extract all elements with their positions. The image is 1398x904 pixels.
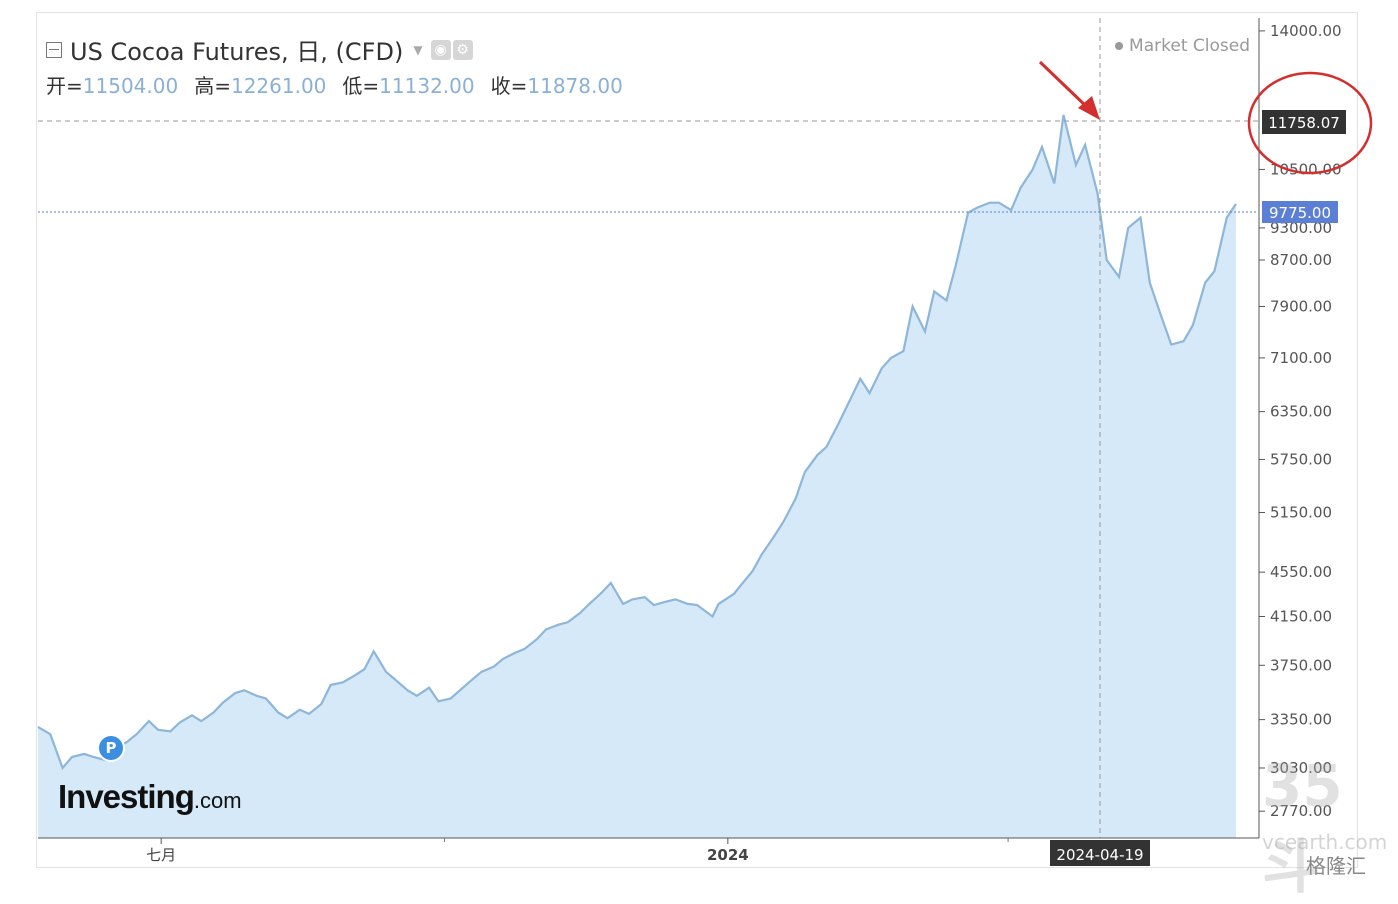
close-value: 11878.00 — [527, 74, 623, 98]
price-line — [37, 114, 1237, 771]
svg-text:2024-04-19: 2024-04-19 — [1056, 846, 1143, 864]
watermark-logo: 35斗 — [1262, 752, 1343, 901]
y-tick-label: 14000.00 — [1270, 22, 1342, 40]
y-tick-label: 6350.00 — [1270, 403, 1332, 421]
watermark-corner: 格隆汇 — [1306, 854, 1366, 878]
collapse-icon[interactable] — [46, 41, 62, 58]
svg-text:9775.00: 9775.00 — [1269, 204, 1331, 222]
svg-text:11758.07: 11758.07 — [1268, 114, 1340, 132]
chevron-down-icon[interactable]: ▼ — [413, 42, 423, 57]
current-price-box: 9775.00 — [1262, 201, 1338, 223]
gear-icon[interactable]: ⚙ — [452, 39, 473, 60]
highlight-circle-annotation — [1247, 71, 1373, 175]
watermark-site: vcearth.com — [1262, 830, 1388, 854]
price-chart[interactable]: 14000.00 10500.00 9300.00 8700.00 7900.00 710… — [0, 0, 1398, 884]
ohlc-readout: 开=11504.00 高=12261.00 低=11132.00 收=11878… — [46, 70, 623, 99]
y-tick-label: 3350.00 — [1270, 711, 1332, 729]
y-tick-label: 10500.00 — [1270, 160, 1342, 178]
crosshair-price-box: 11758.07 — [1262, 110, 1346, 134]
instrument-title[interactable]: US Cocoa Futures, 日, (CFD) — [70, 38, 404, 66]
y-tick-label: 5150.00 — [1270, 504, 1332, 522]
y-tick-label: 9300.00 — [1270, 219, 1332, 237]
investing-logo: Investing.com — [58, 778, 242, 815]
open-label: 开= — [46, 74, 83, 98]
x-tick-label: 2024 — [707, 846, 749, 864]
x-tick-label: 七月 — [146, 846, 176, 864]
y-tick-label: 8700.00 — [1270, 251, 1332, 269]
p-badge-icon[interactable]: P — [99, 736, 123, 760]
y-tick-label: 4150.00 — [1270, 607, 1332, 625]
y-tick-label: 5750.00 — [1270, 450, 1332, 468]
y-tick-label: 7900.00 — [1270, 297, 1332, 315]
close-label: 收= — [490, 74, 528, 98]
y-tick-label: 2770.00 — [1270, 802, 1332, 820]
status-dot-icon — [1115, 42, 1124, 50]
market-status: Market Closed — [1115, 36, 1250, 56]
y-tick-label: 4550.00 — [1270, 563, 1332, 581]
open-value: 11504.00 — [82, 74, 179, 98]
high-label: 高= — [194, 74, 231, 98]
y-tick-label: 7100.00 — [1270, 349, 1332, 367]
low-label: 低= — [342, 74, 380, 98]
low-value: 11132.00 — [379, 74, 475, 98]
eye-icon[interactable]: ◉ — [430, 39, 451, 60]
high-value: 12261.00 — [230, 74, 327, 98]
y-tick-label: 3750.00 — [1270, 656, 1332, 674]
price-area-fill — [38, 114, 1236, 838]
arrow-annotation — [1038, 60, 1100, 120]
y-tick-label: 3030.00 — [1270, 759, 1332, 777]
crosshair-date-box: 2024-04-19 — [1050, 840, 1150, 866]
market-status-text: Market Closed — [1129, 36, 1250, 56]
chart-header: US Cocoa Futures, 日, (CFD) ▼ ◉ ⚙ — [46, 32, 473, 67]
